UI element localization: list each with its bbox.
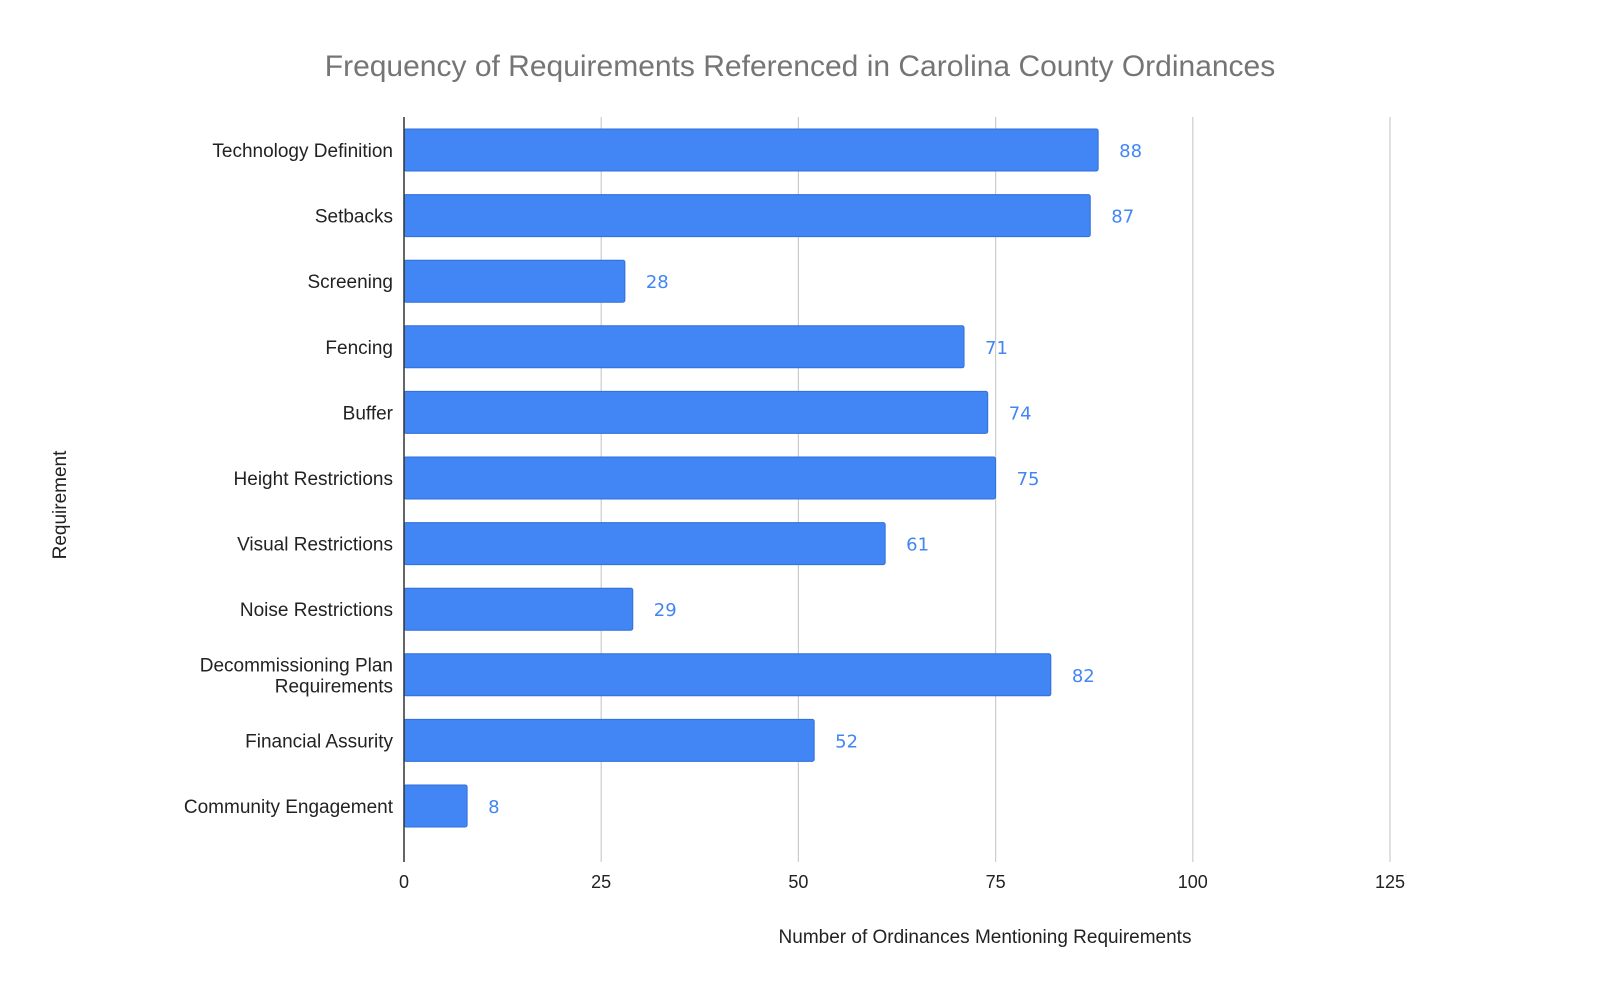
bar — [403, 128, 1099, 172]
category-label: Noise Restrictions — [240, 600, 393, 621]
data-label: 74 — [1009, 403, 1032, 424]
bar — [403, 522, 886, 566]
bar — [403, 390, 989, 434]
category-label: Technology Definition — [212, 141, 393, 162]
x-axis-title: Number of Ordinances Mentioning Requirem… — [779, 927, 1192, 948]
chart-title: Frequency of Requirements Referenced in … — [325, 50, 1276, 83]
category-label: Decommissioning Plan — [200, 655, 393, 676]
bar — [403, 194, 1091, 238]
data-label: 75 — [1017, 469, 1040, 490]
category-label: Screening — [307, 272, 393, 293]
x-tick-label: 75 — [986, 872, 1006, 892]
data-label: 88 — [1119, 141, 1142, 162]
category-label: Height Restrictions — [234, 469, 393, 490]
data-label: 87 — [1111, 207, 1134, 228]
category-label: Visual Restrictions — [237, 535, 393, 556]
x-tick-label: 100 — [1178, 872, 1208, 892]
data-label: 8 — [488, 797, 499, 818]
category-label: Buffer — [343, 403, 394, 424]
x-tick-label: 125 — [1375, 872, 1405, 892]
bar — [403, 325, 965, 369]
bar — [403, 456, 997, 500]
x-tick-label: 25 — [591, 872, 611, 892]
bar — [403, 653, 1052, 697]
data-label: 61 — [906, 535, 929, 556]
x-tick-label: 50 — [788, 872, 808, 892]
y-axis-title: Requirement — [50, 450, 71, 559]
data-label: 28 — [646, 272, 669, 293]
category-labels: Technology Definition Setbacks Screening Fe… — [184, 141, 394, 818]
bar — [403, 259, 626, 303]
data-label: 29 — [654, 600, 677, 621]
data-label: 82 — [1072, 666, 1095, 687]
x-tick-label: 0 — [399, 872, 409, 892]
data-label: 71 — [985, 338, 1008, 359]
category-label: Financial Assurity — [245, 731, 393, 752]
data-labels: 88 87 28 71 74 75 61 29 82 52 8 — [488, 141, 1142, 818]
category-label: Community Engagement — [184, 797, 394, 818]
bar — [403, 784, 468, 828]
x-tick-labels: 0 25 50 75 100 125 — [399, 872, 1405, 892]
bars — [403, 128, 1099, 828]
category-label: Requirements — [275, 676, 393, 697]
category-label: Fencing — [325, 338, 393, 359]
bar — [403, 718, 815, 762]
bar — [403, 587, 634, 631]
category-label: Setbacks — [315, 207, 393, 228]
data-label: 52 — [835, 731, 858, 752]
